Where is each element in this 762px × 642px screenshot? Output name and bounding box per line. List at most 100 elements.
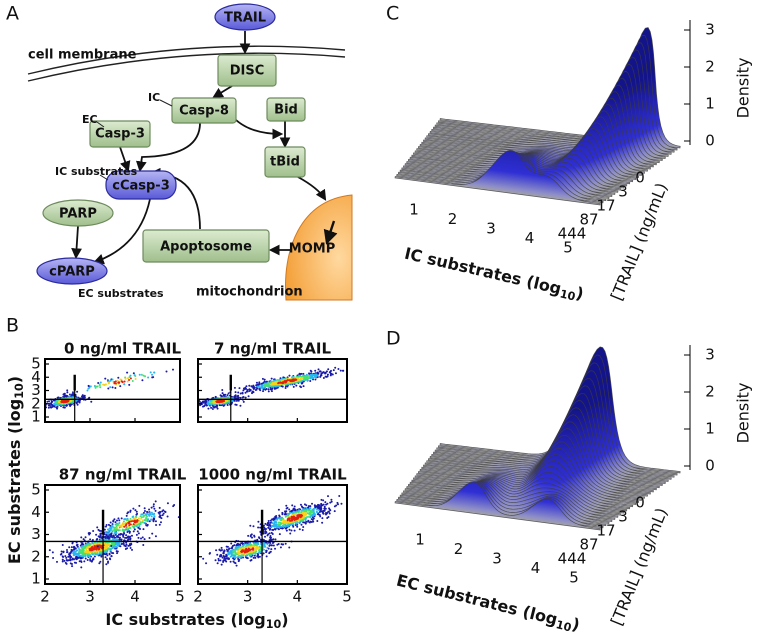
cell-dot — [322, 499, 325, 502]
cell-dot — [72, 548, 75, 551]
cell-dot — [245, 390, 248, 393]
cell-dot — [142, 511, 145, 514]
cell-dot — [51, 551, 54, 554]
node-label: Casp-8 — [179, 104, 229, 119]
cell-dot — [126, 380, 129, 383]
cell-dot — [107, 387, 110, 390]
cell-dot — [203, 404, 206, 407]
cell-dot — [142, 528, 145, 531]
y-tick-label: 444 — [558, 550, 587, 568]
cell-dot — [117, 517, 120, 520]
cell-dot — [264, 522, 267, 525]
cell-dot — [310, 518, 313, 521]
cell-dot — [113, 518, 116, 521]
cell-dot — [147, 518, 150, 521]
cell-dot — [296, 525, 299, 528]
cell-dot — [63, 392, 66, 395]
cell-dot — [327, 495, 330, 498]
cell-dot — [77, 546, 80, 549]
cell-dot — [277, 508, 280, 511]
cell-dot — [111, 523, 114, 526]
cell-dot — [120, 533, 123, 536]
z-tick-label: 1 — [705, 95, 715, 113]
cell-dot — [328, 507, 331, 510]
cell-dot — [321, 521, 324, 524]
y-tick-label: 5 — [31, 355, 41, 373]
cell-dot — [183, 366, 185, 368]
cell-dot — [144, 375, 147, 378]
cell-dot — [253, 534, 256, 537]
cell-dot — [78, 556, 81, 559]
node-label: PARP — [59, 207, 97, 222]
cell-dot — [150, 515, 153, 518]
cell-dot — [232, 551, 235, 554]
cell-dot — [110, 555, 113, 558]
cell-dot — [69, 551, 72, 554]
cell-dot — [219, 400, 222, 403]
cell-cloud — [45, 366, 185, 410]
z-tick-label: 0 — [705, 457, 715, 475]
y-tick-label: 5 — [31, 481, 41, 499]
annotation: cell membrane — [28, 48, 137, 63]
cell-dot — [270, 531, 273, 534]
cell-dot — [239, 548, 242, 551]
cell-dot — [100, 530, 103, 533]
axis-label: EC substrates (log10) — [5, 376, 26, 564]
cell-dot — [299, 503, 302, 506]
y-tick-label: 4 — [31, 368, 41, 386]
cell-dot — [76, 390, 79, 393]
cell-dot — [118, 381, 121, 384]
y-tick-label: 2 — [31, 547, 41, 565]
cell-dot — [107, 535, 110, 538]
cell-dot — [135, 533, 138, 536]
cell-dot — [284, 380, 287, 383]
cell-dot — [111, 552, 114, 555]
cell-dot — [92, 557, 95, 560]
cell-dot — [245, 387, 248, 390]
cell-dot — [141, 536, 144, 539]
cell-dot — [222, 559, 225, 562]
cell-dot — [230, 552, 233, 555]
cell-dot — [253, 545, 256, 548]
x-tick-label: 3 — [492, 550, 502, 568]
annotation-line — [159, 99, 173, 107]
cell-dot — [309, 515, 312, 518]
cell-dot — [325, 370, 328, 373]
cell-dot — [65, 556, 68, 559]
cell-dot — [99, 381, 102, 384]
cell-dot — [90, 400, 93, 403]
node-shape — [105, 170, 177, 200]
cell-dot — [84, 536, 87, 539]
cell-dot — [119, 385, 122, 388]
node-shape — [266, 97, 306, 122]
cell-dot — [127, 527, 130, 530]
node-label: tBid — [270, 155, 300, 170]
cell-dot — [274, 538, 277, 541]
cell-dot — [272, 544, 275, 547]
cell-dot — [113, 382, 116, 385]
cell-dot — [220, 554, 223, 557]
axis-label-part: EC substrates (log — [5, 399, 24, 564]
axis-label-part: EC substrates (log — [395, 570, 560, 628]
cell-dot — [138, 373, 141, 376]
cell-dot — [262, 548, 265, 551]
cell-dot — [274, 547, 277, 550]
cell-dot — [189, 406, 191, 408]
cell-dot — [89, 538, 92, 541]
cell-dot — [226, 557, 229, 560]
cell-dot — [309, 380, 312, 383]
cell-dot — [319, 374, 322, 377]
plot-title: 87 ng/ml TRAIL — [59, 466, 187, 484]
cell-dot — [220, 546, 223, 549]
cell-dot — [234, 549, 237, 552]
cell-dot — [325, 503, 328, 506]
node-label: cPARP — [49, 265, 95, 280]
cell-dot — [302, 512, 305, 515]
cell-dot — [125, 519, 128, 522]
annotation: mitochondrion — [196, 285, 303, 300]
cell-dot — [250, 558, 253, 561]
cell-dot — [107, 530, 110, 533]
cell-dot — [351, 372, 353, 374]
